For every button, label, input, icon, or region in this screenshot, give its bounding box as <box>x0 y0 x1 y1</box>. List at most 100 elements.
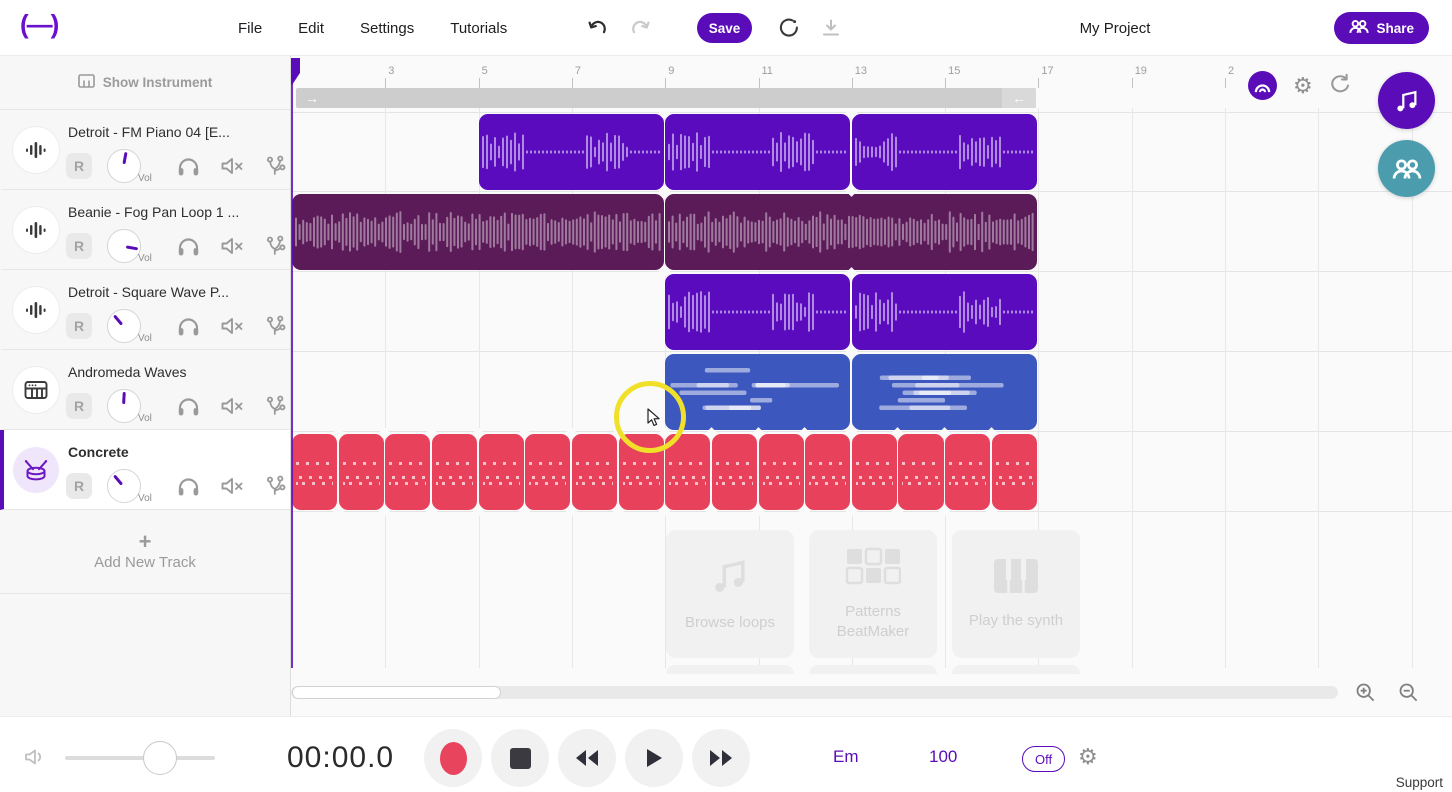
revision-history-icon[interactable] <box>777 16 801 40</box>
loop-browser-button[interactable] <box>1378 72 1435 129</box>
mute-icon[interactable] <box>220 316 244 336</box>
record-arm-button[interactable]: R <box>66 473 92 499</box>
patterns-beatmaker-card[interactable]: Patterns BeatMaker <box>809 530 937 658</box>
card-stub[interactable] <box>809 665 937 674</box>
track-row-andromeda[interactable]: Andromeda Waves R Vol <box>0 350 290 430</box>
clip-drums[interactable] <box>292 434 338 510</box>
track-row-fm-piano[interactable]: Detroit - FM Piano 04 [E... R Vol <box>0 110 290 190</box>
mute-icon[interactable] <box>220 236 244 256</box>
clip-drums[interactable] <box>851 434 897 510</box>
menu-file[interactable]: File <box>238 19 263 37</box>
show-instrument-button[interactable]: Show Instrument <box>0 56 290 110</box>
track-row-fog-pan[interactable]: Beanie - Fog Pan Loop 1 ... R Vol <box>0 190 290 270</box>
solo-headphones-icon[interactable] <box>177 396 200 416</box>
master-volume-icon[interactable] <box>24 745 48 769</box>
stop-button[interactable] <box>491 729 549 787</box>
timeline-settings-gear-icon[interactable]: ⚙ <box>1293 72 1313 98</box>
volume-knob[interactable] <box>107 389 141 423</box>
clip-wave_sparse[interactable] <box>851 114 1037 190</box>
play-button[interactable] <box>625 729 683 787</box>
transport-settings-gear-icon[interactable]: ⚙ <box>1078 744 1098 769</box>
solo-headphones-icon[interactable] <box>177 476 200 496</box>
clip-drums[interactable] <box>665 434 711 510</box>
record-arm-button[interactable]: R <box>66 233 92 259</box>
volume-knob[interactable] <box>107 149 141 183</box>
menu-settings[interactable]: Settings <box>360 19 415 37</box>
loop-end-handle[interactable] <box>1002 88 1036 108</box>
volume-slider-handle[interactable] <box>143 741 177 775</box>
clip-drums[interactable] <box>338 434 384 510</box>
mute-icon[interactable] <box>220 396 244 416</box>
undo-icon[interactable] <box>586 16 610 40</box>
menu-edit[interactable]: Edit <box>298 19 325 37</box>
zoom-out-icon[interactable] <box>1398 682 1419 708</box>
drum-icon[interactable] <box>13 447 59 493</box>
record-arm-button[interactable]: R <box>66 393 92 419</box>
clip-drums[interactable] <box>758 434 804 510</box>
clip-wave_sparse[interactable] <box>478 114 664 190</box>
card-stub[interactable] <box>666 665 794 674</box>
audio-waveform-icon[interactable] <box>13 207 59 253</box>
save-button[interactable]: Save <box>697 13 752 43</box>
patch-effects-icon[interactable] <box>264 315 286 337</box>
clip-drums[interactable] <box>945 434 991 510</box>
mute-icon[interactable] <box>220 476 244 496</box>
patch-effects-icon[interactable] <box>264 235 286 257</box>
clip-wave_dense[interactable] <box>292 194 664 270</box>
timeline-scrollbar[interactable] <box>291 686 1338 699</box>
key-signature-button[interactable]: Em <box>833 747 859 766</box>
track-row-square-wave[interactable]: Detroit - Square Wave P... R Vol <box>0 270 290 350</box>
clip-wave_sparse[interactable] <box>665 274 851 350</box>
timeline-area[interactable]: → ← Browse loops Patterns BeatMaker Pl <box>291 56 1452 716</box>
audio-waveform-icon[interactable] <box>13 287 59 333</box>
patch-effects-icon[interactable] <box>264 475 286 497</box>
fast-forward-button[interactable] <box>692 729 750 787</box>
clip-midi[interactable] <box>665 354 851 430</box>
share-button[interactable]: Share <box>1334 12 1429 44</box>
clip-wave_sparse[interactable] <box>665 114 851 190</box>
mute-icon[interactable] <box>220 156 244 176</box>
rewind-button[interactable] <box>558 729 616 787</box>
clip-drums[interactable] <box>385 434 431 510</box>
card-stub[interactable] <box>952 665 1080 674</box>
support-link[interactable]: Support <box>1395 775 1443 790</box>
scrollbar-thumb[interactable] <box>292 686 501 699</box>
patch-effects-icon[interactable] <box>264 155 286 177</box>
loop-start-arrow-icon[interactable]: → <box>305 90 319 106</box>
audio-waveform-icon[interactable] <box>13 127 59 173</box>
playhead-marker[interactable] <box>291 58 300 85</box>
zoom-in-icon[interactable] <box>1355 682 1376 708</box>
app-logo[interactable]: (—) <box>20 9 59 39</box>
clip-wave_sparse[interactable] <box>851 274 1037 350</box>
loop-toggle-icon[interactable] <box>1329 73 1351 99</box>
loop-end-arrow-icon[interactable]: ← <box>1012 90 1026 106</box>
metronome-off-toggle[interactable]: Off <box>1022 746 1066 772</box>
clip-drums[interactable] <box>478 434 524 510</box>
record-arm-button[interactable]: R <box>66 313 92 339</box>
tempo-button[interactable]: 100 <box>929 747 958 766</box>
volume-knob[interactable] <box>107 469 141 503</box>
solo-headphones-icon[interactable] <box>177 316 200 336</box>
metronome-button[interactable] <box>1248 71 1277 100</box>
clip-drums[interactable] <box>898 434 944 510</box>
solo-headphones-icon[interactable] <box>177 156 200 176</box>
browse-loops-card[interactable]: Browse loops <box>666 530 794 658</box>
collaboration-button[interactable] <box>1378 140 1435 197</box>
record-arm-button[interactable]: R <box>66 153 92 179</box>
clip-drums[interactable] <box>571 434 618 510</box>
synth-keyboard-icon[interactable] <box>13 367 59 413</box>
project-title[interactable]: My Project <box>1079 19 1151 37</box>
patch-effects-icon[interactable] <box>264 395 286 417</box>
record-button[interactable] <box>424 729 482 787</box>
loop-range-bar[interactable]: → ← <box>296 88 1036 108</box>
play-synth-card[interactable]: Play the synth <box>952 530 1080 658</box>
clip-wave_dense[interactable] <box>665 194 1037 270</box>
clip-drums[interactable] <box>431 434 478 510</box>
volume-knob[interactable] <box>107 229 141 263</box>
clip-drums[interactable] <box>805 434 851 510</box>
solo-headphones-icon[interactable] <box>177 236 200 256</box>
redo-icon[interactable] <box>628 16 652 40</box>
download-icon[interactable] <box>819 16 843 40</box>
menu-tutorials[interactable]: Tutorials <box>450 19 508 37</box>
clip-drums[interactable] <box>991 434 1037 510</box>
